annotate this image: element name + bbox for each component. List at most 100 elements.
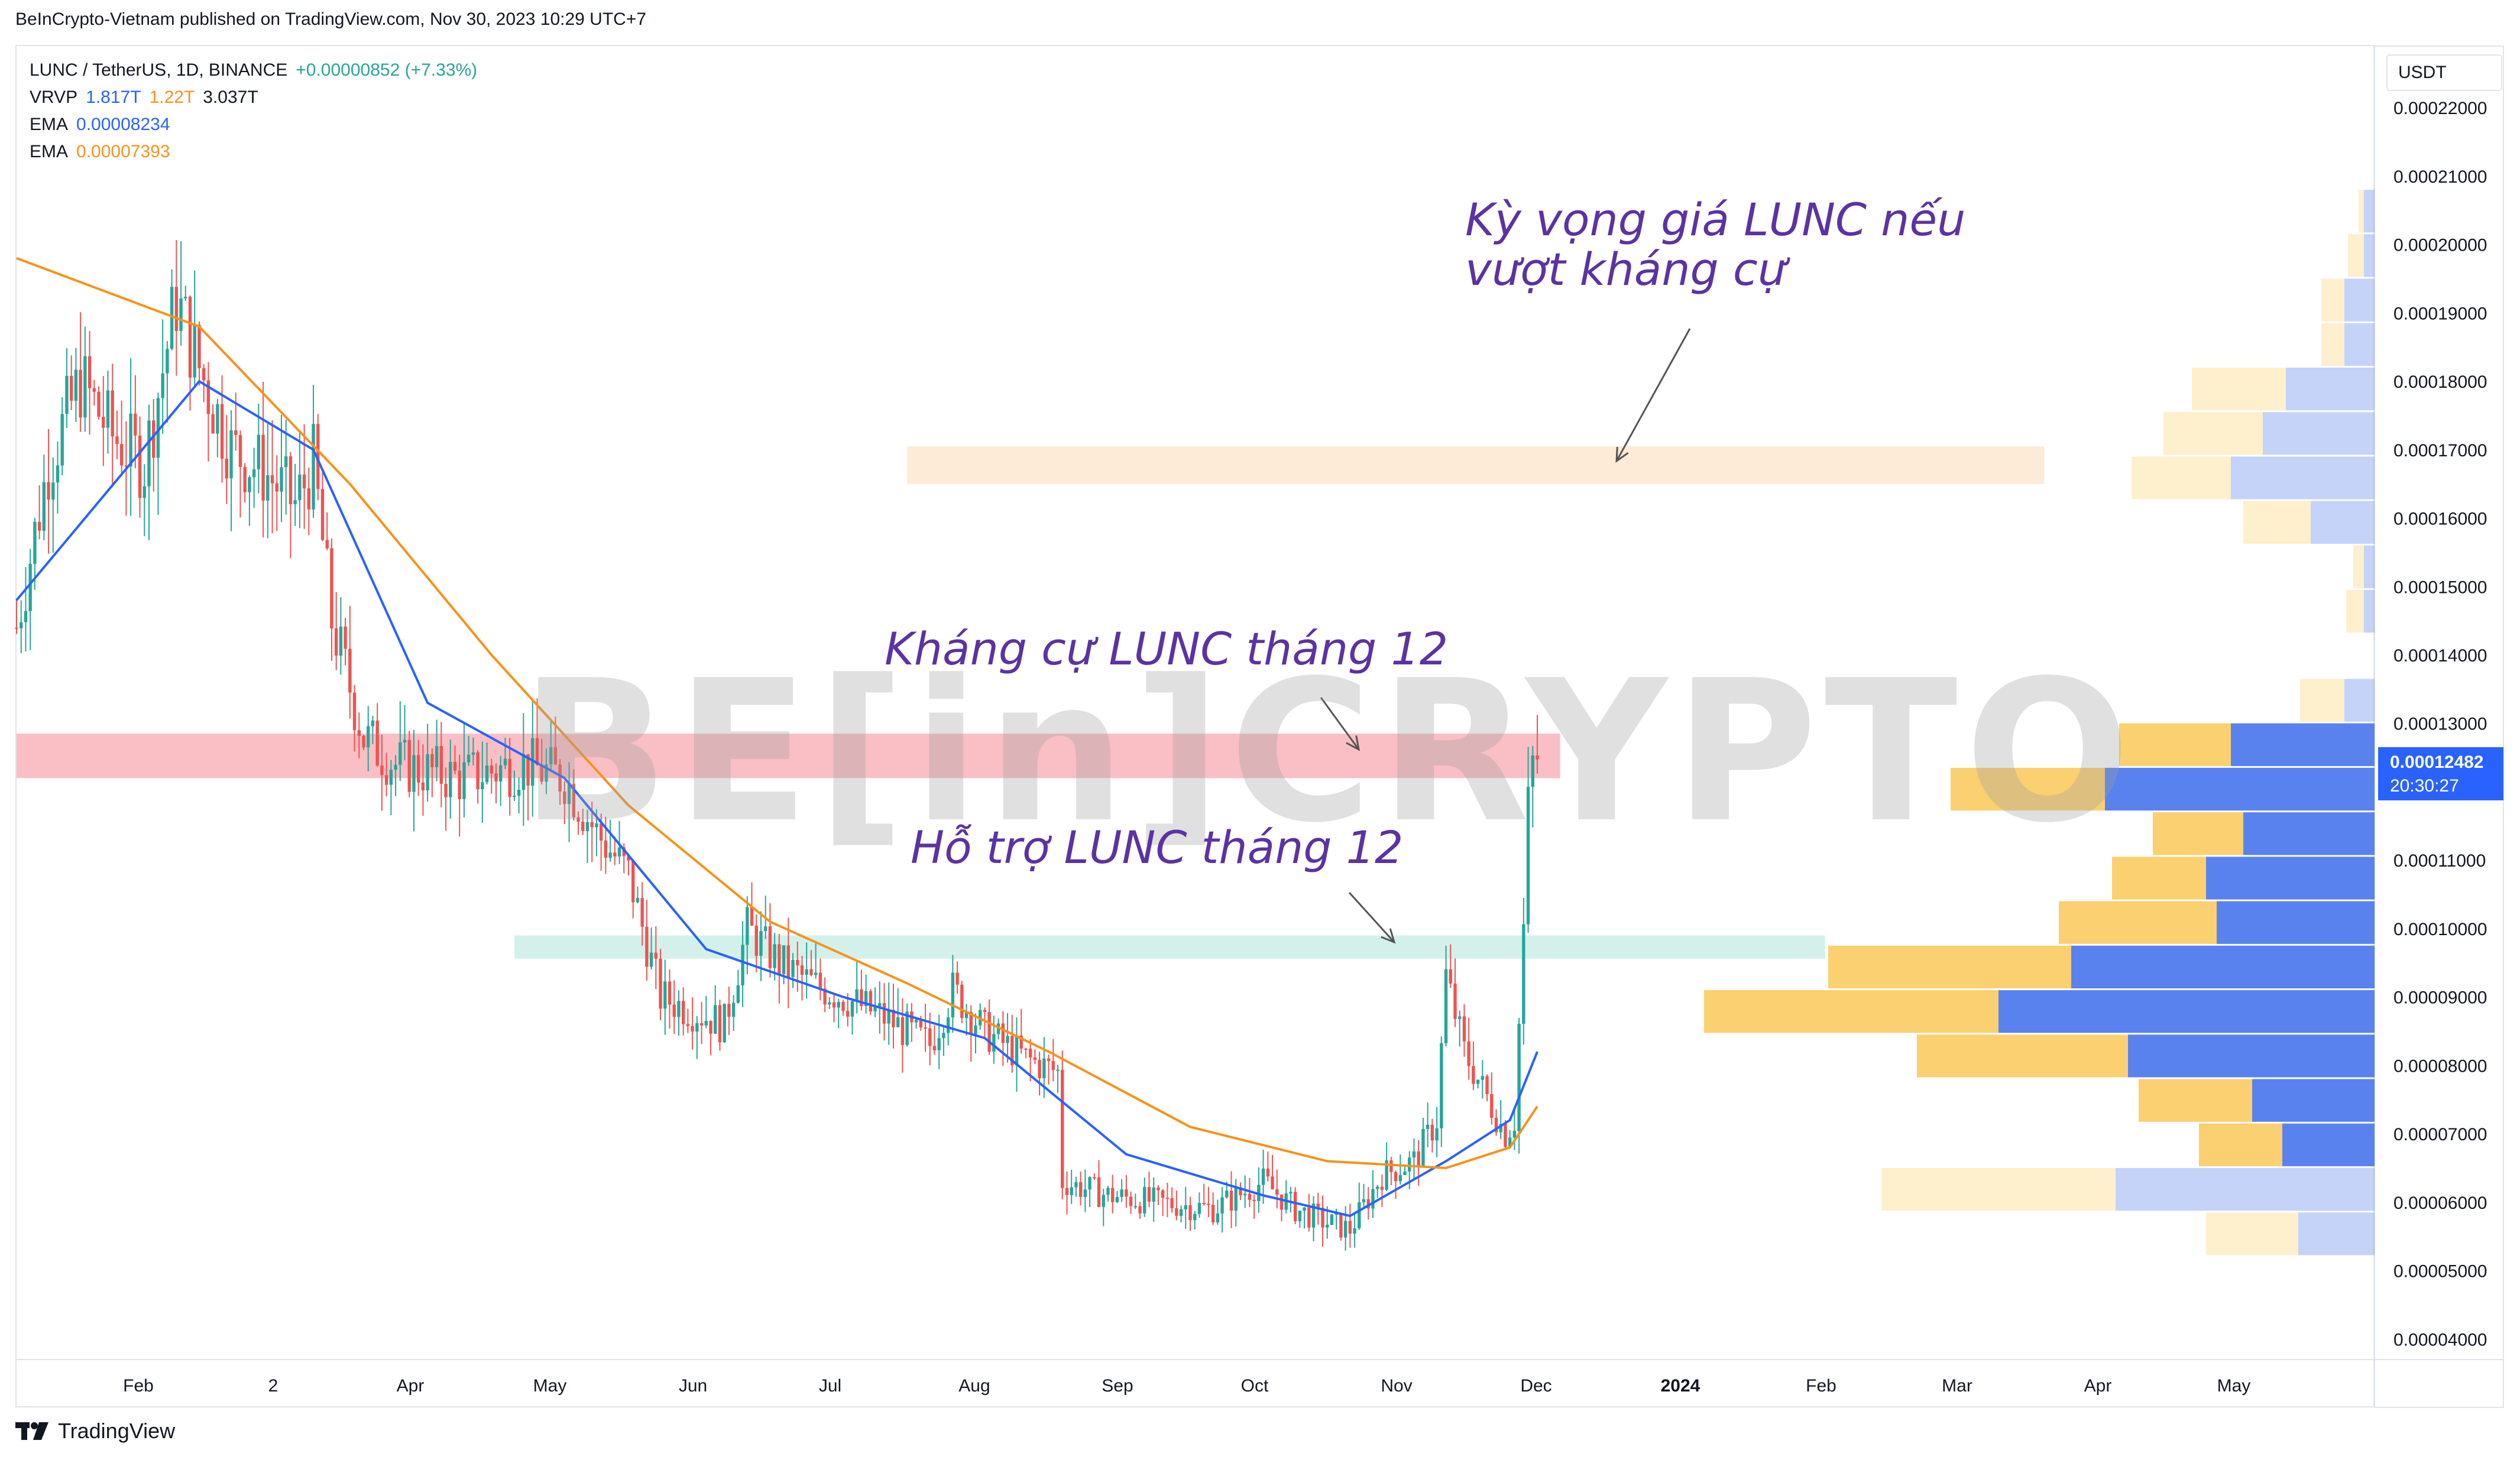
candle-body[interactable] [325,540,329,549]
candle-body[interactable] [841,1002,845,1011]
candle-body[interactable] [234,430,238,435]
candle-body[interactable] [453,761,457,771]
symbol-label[interactable]: LUNC / TetherUS, 1D, BINANCE [30,60,288,80]
candle-body[interactable] [65,375,69,414]
candle-body[interactable] [951,972,955,1018]
candle-body[interactable] [919,1020,923,1028]
candle-body[interactable] [33,521,37,564]
candle-body[interactable] [627,856,630,861]
candle-body[interactable] [1024,1048,1028,1050]
candle-body[interactable] [513,796,516,797]
candle-body[interactable] [485,765,489,783]
candle-body[interactable] [663,981,667,1009]
candle-body[interactable] [837,1002,840,1008]
candle-body[interactable] [672,1004,676,1017]
candle-body[interactable] [914,1020,918,1023]
candle-body[interactable] [238,434,242,467]
candle-body[interactable] [106,390,110,428]
candle-body[interactable] [384,775,388,785]
candle-body[interactable] [92,388,96,392]
candle-body[interactable] [1193,1214,1197,1221]
candle-body[interactable] [1311,1204,1316,1228]
candle-body[interactable] [1239,1187,1242,1196]
candle-body[interactable] [229,430,233,479]
candle-body[interactable] [1430,1124,1434,1141]
candle-body[interactable] [69,375,73,401]
candle-body[interactable] [1440,1043,1443,1128]
candle-body[interactable] [51,482,55,500]
candle-body[interactable] [1125,1189,1128,1197]
candle-body[interactable] [636,898,640,903]
candle-body[interactable] [576,817,580,822]
candle-body[interactable] [252,469,256,478]
candle-body[interactable] [892,1010,895,1027]
candle-body[interactable] [206,380,210,414]
candle-body[interactable] [439,746,443,784]
ema2-label[interactable]: EMA [30,142,69,161]
candle-body[interactable] [225,459,228,479]
candle-body[interactable] [37,521,41,531]
candle-body[interactable] [1234,1187,1238,1211]
candle-body[interactable] [83,356,87,418]
candle-body[interactable] [458,770,461,799]
candle-body[interactable] [47,482,50,500]
candle-body[interactable] [481,782,484,790]
candle-body[interactable] [1531,755,1534,787]
candle-body[interactable] [882,1003,886,1024]
candle-body[interactable] [197,325,201,368]
candle-body[interactable] [699,1023,704,1026]
candle-body[interactable] [407,739,411,792]
candle-body[interactable] [960,984,964,1018]
candle-body[interactable] [731,1003,736,1017]
candle-body[interactable] [585,822,589,832]
candle-body[interactable] [645,926,649,967]
candle-body[interactable] [828,1002,831,1005]
candle-body[interactable] [1472,1066,1475,1084]
candle-body[interactable] [1375,1186,1379,1189]
candle-body[interactable] [1353,1228,1356,1234]
candle-body[interactable] [1490,1094,1494,1118]
candle-body[interactable] [604,841,608,858]
candle-body[interactable] [860,989,863,1006]
candle-body[interactable] [1494,1117,1498,1133]
candle-body[interactable] [924,1027,927,1029]
candle-body[interactable] [202,368,206,381]
candle-body[interactable] [15,627,18,629]
candle-body[interactable] [1143,1187,1146,1214]
candle-body[interactable] [499,765,503,782]
candle-body[interactable] [873,1007,877,1011]
candle-body[interactable] [102,417,105,428]
candle-body[interactable] [987,1011,991,1052]
candle-body[interactable] [1371,1189,1375,1209]
candle-body[interactable] [416,755,420,783]
candle-body[interactable] [864,991,868,1006]
candle-body[interactable] [1220,1197,1224,1214]
candle-body[interactable] [1225,1190,1229,1198]
candle-body[interactable] [444,784,448,797]
candle-body[interactable] [741,945,744,985]
candle-body[interactable] [649,952,653,967]
candle-body[interactable] [179,298,183,331]
candle-body[interactable] [320,489,325,540]
candle-body[interactable] [1275,1189,1279,1195]
candle-body[interactable] [266,475,270,501]
candle-body[interactable] [1280,1194,1284,1210]
candle-body[interactable] [805,969,808,975]
candle-body[interactable] [412,755,416,792]
candle-body[interactable] [631,860,635,903]
candle-body[interactable] [28,563,32,611]
candle-body[interactable] [1083,1189,1087,1197]
candle-body[interactable] [280,467,283,492]
candle-body[interactable] [1449,969,1452,984]
candle-body[interactable] [595,823,598,828]
candle-body[interactable] [216,404,219,434]
candle-body[interactable] [1161,1190,1165,1198]
candle-body[interactable] [462,762,466,799]
candle-body[interactable] [608,852,612,858]
candle-body[interactable] [115,436,119,445]
candle-body[interactable] [111,390,114,437]
candle-body[interactable] [1485,1076,1489,1094]
candle-body[interactable] [330,548,333,629]
candle-body[interactable] [170,287,174,349]
candle-body[interactable] [184,297,187,299]
